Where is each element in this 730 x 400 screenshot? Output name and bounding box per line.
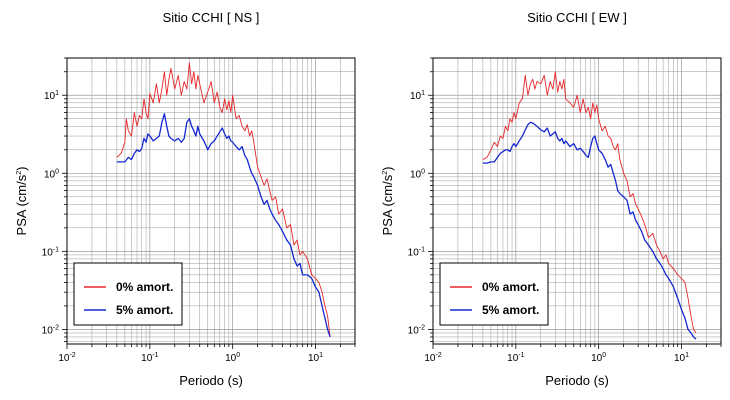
plot-frame <box>66 57 356 345</box>
chart-title: Sitio CCHI [ NS ] <box>163 10 260 25</box>
chart-title: Sitio CCHI [ EW ] <box>527 10 627 25</box>
legend-label-damped: 5% amort. <box>116 303 173 317</box>
legend-label-damped: 5% amort. <box>482 303 539 317</box>
damped-series-line <box>116 113 331 338</box>
tick-labels: 10-2 10-1 100 101 10-2 10-1 100 101 <box>42 90 323 364</box>
x-axis-label: Periodo (s) <box>545 373 609 388</box>
x-tick-label: 100 <box>591 352 606 364</box>
legend-label-undamped: 0% amort. <box>482 280 539 294</box>
x-tick-label: 101 <box>674 352 689 364</box>
legend: 0% amort. 5% amort. <box>73 262 183 326</box>
damped-series-line <box>482 121 697 340</box>
y-tick-label: 100 <box>44 168 59 180</box>
series-layer <box>116 62 331 338</box>
tick-labels: 10-2 10-1 100 101 10-2 10-1 100 101 <box>408 90 689 364</box>
ew-chart-panel: Sitio CCHI [ EW ] 10-2 10-1 100 101 10-2 10-1… <box>380 10 722 388</box>
x-tick-label: 10-2 <box>424 352 441 364</box>
legend-box <box>73 262 183 326</box>
x-tick-label: 10-1 <box>141 352 158 364</box>
x-tick-label: 101 <box>308 352 323 364</box>
y-tick-label: 101 <box>44 90 59 102</box>
y-tick-label: 10-1 <box>408 246 425 258</box>
y-tick-label: 101 <box>410 90 425 102</box>
grid <box>62 57 356 349</box>
plot-frame <box>432 57 722 345</box>
y-tick-label: 100 <box>410 168 425 180</box>
undamped-series-line <box>116 62 331 338</box>
y-tick-label: 10-2 <box>42 324 59 336</box>
grid <box>428 57 722 349</box>
x-tick-label: 100 <box>225 352 240 364</box>
legend-label-undamped: 0% amort. <box>116 280 173 294</box>
legend-box <box>439 262 549 326</box>
y-tick-label: 10-1 <box>42 246 59 258</box>
x-tick-label: 10-2 <box>58 352 75 364</box>
x-axis-label: Periodo (s) <box>179 373 243 388</box>
undamped-series-line <box>482 71 697 334</box>
x-tick-label: 10-1 <box>507 352 524 364</box>
y-axis-label: PSA (cm/s2) <box>14 167 29 236</box>
y-axis-label: PSA (cm/s2) <box>380 167 395 236</box>
y-tick-label: 10-2 <box>408 324 425 336</box>
series-layer <box>482 71 697 340</box>
legend: 0% amort. 5% amort. <box>439 262 549 326</box>
ns-chart-panel: Sitio CCHI [ NS ] 10-2 10-1 100 101 10-2 10-1… <box>14 10 356 388</box>
